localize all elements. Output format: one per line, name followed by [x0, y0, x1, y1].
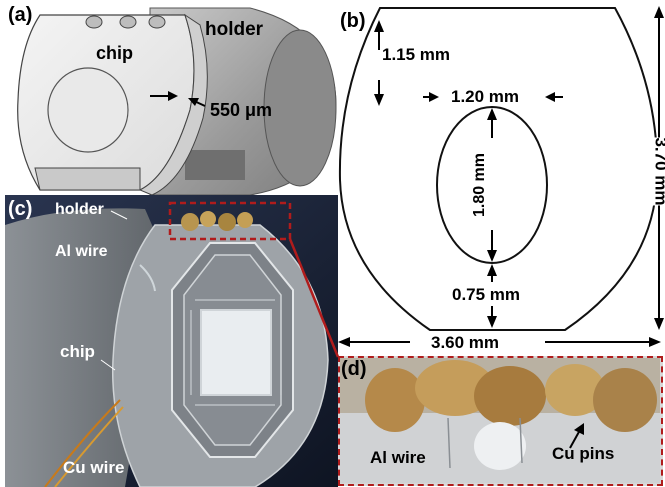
cu-pins-label-d: Cu pins [552, 444, 615, 463]
highlight-box [168, 201, 292, 241]
panel-d-label: (d) [341, 358, 367, 380]
al-wire-label-c: Al wire [55, 243, 108, 260]
panel-b: (b) 1.15 mm 1.20 mm 1.8 [335, 0, 665, 355]
hole-width-label: 1.20 mm [451, 87, 520, 106]
thickness-label: 550 μm [210, 100, 273, 120]
panel-c-label: (c) [8, 198, 33, 220]
hole-height-label: 1.80 mm [471, 152, 489, 218]
chip-label-c: chip [60, 342, 95, 361]
cad-render [17, 7, 337, 195]
cu-wire-label-c: Cu wire [63, 458, 125, 477]
chip-photo [5, 195, 338, 487]
holder-label-a: holder [205, 19, 264, 40]
dimension-drawing [338, 6, 664, 347]
chip-hole [47, 67, 129, 153]
al-wire-label-d: Al wire [370, 448, 426, 467]
window [200, 309, 272, 396]
holder-label-c: holder [55, 201, 104, 218]
pins-photo [340, 358, 660, 483]
panel-d: (d) Al wire Cu pins [338, 356, 663, 486]
total-height-label: 3.70 mm [652, 137, 665, 206]
inner-hole [436, 106, 548, 264]
panel-a-label: (a) [8, 4, 33, 26]
chip-label-a: chip [96, 43, 134, 63]
holder-end [263, 29, 337, 187]
total-width-label: 3.60 mm [431, 333, 500, 352]
panel-b-label: (b) [340, 10, 366, 32]
panel-a: (a) [0, 0, 340, 195]
bottom-gap-label: 0.75 mm [452, 285, 521, 304]
outer-outline [338, 7, 659, 331]
top-gap-label: 1.15 mm [382, 45, 451, 64]
panel-c: (c) [5, 195, 338, 487]
